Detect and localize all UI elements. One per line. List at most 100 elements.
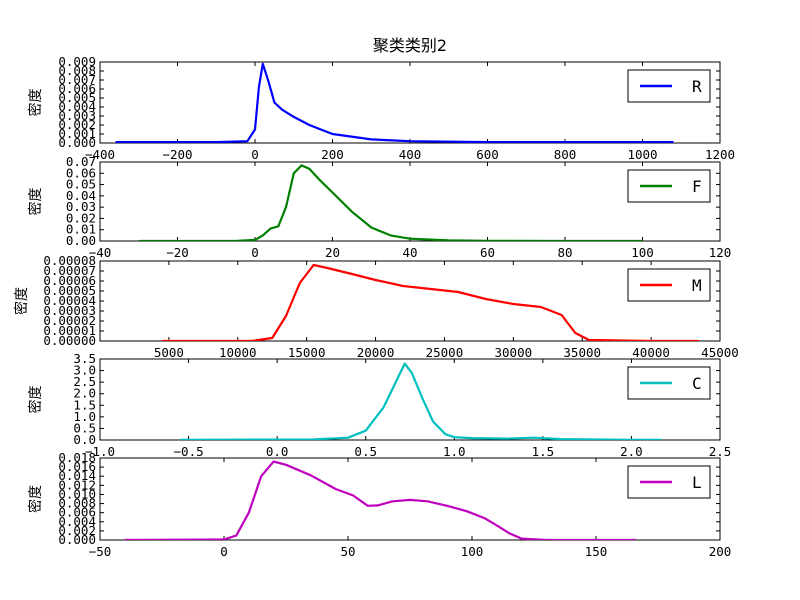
y-tick-label: 0.01: [66, 222, 96, 237]
x-tick-label: 60: [480, 245, 495, 260]
x-tick-label: 0: [251, 245, 259, 260]
x-tick-label: 2.0: [620, 444, 643, 459]
x-tick-label: 10000: [219, 345, 257, 360]
y-tick-label: 0.012: [58, 477, 96, 492]
x-tick-label: −0.5: [174, 444, 204, 459]
x-tick-label: 20: [325, 245, 340, 260]
y-axis-label: 密度: [27, 188, 44, 216]
x-tick-label: 1000: [627, 147, 657, 162]
y-tick-label: 0.014: [58, 468, 96, 483]
x-tick-label: 0.5: [354, 444, 377, 459]
legend-label: C: [692, 374, 702, 393]
legend-label: R: [692, 77, 702, 96]
x-tick-label: −50: [89, 544, 112, 559]
x-tick-label: −40: [89, 245, 112, 260]
y-tick-label: 0.00005: [43, 283, 96, 298]
x-tick-label: 50: [340, 544, 355, 559]
axes-frame: [99, 457, 721, 541]
x-tick-label: −1.0: [85, 444, 115, 459]
y-tick-label: 0.005: [58, 90, 96, 105]
y-tick-label: 0.010: [58, 486, 96, 501]
y-tick-label: 0.05: [66, 177, 96, 192]
legend: R: [627, 69, 711, 103]
x-tick-label: 120: [709, 245, 732, 260]
y-tick-label: 0.007: [58, 72, 96, 87]
y-tick-label: 0.00: [66, 233, 96, 248]
y-tick-label: 0.5: [73, 420, 96, 435]
subplot-R: −400 −200 0 200 400 600 800 1000 12000.0000.0010…: [27, 54, 735, 162]
subplot-L: −50 0 50 100 150 200 0.0000.0020.0040.0060.008…: [27, 450, 731, 559]
chart-title: 聚类类别2: [373, 36, 447, 55]
x-tick-label: −400: [85, 147, 115, 162]
y-tick-label: 0.00007: [43, 263, 96, 278]
x-tick-label: 5000: [154, 345, 184, 360]
y-tick-label: 0.002: [58, 117, 96, 132]
axes-frame: [99, 161, 721, 242]
y-tick-label: 0.000: [58, 532, 96, 547]
y-tick-label: 0.002: [58, 523, 96, 538]
legend: L: [627, 465, 711, 499]
x-tick-label: 1.0: [443, 444, 466, 459]
y-tick-label: 0.02: [66, 210, 96, 225]
legend: C: [627, 366, 711, 400]
x-tick-label: 800: [554, 147, 577, 162]
x-tick-label: 400: [399, 147, 422, 162]
axes-frame: [99, 61, 721, 144]
series-line-C: [179, 362, 662, 440]
y-tick-label: 0.018: [58, 450, 96, 465]
y-tick-label: 0.008: [58, 496, 96, 511]
legend: M: [627, 268, 711, 302]
x-tick-label: 40000: [632, 345, 670, 360]
y-tick-label: 0.004: [58, 99, 96, 114]
y-tick-label: 0.009: [58, 54, 96, 69]
legend: F: [627, 169, 711, 203]
y-tick-label: 0.016: [58, 459, 96, 474]
x-tick-label: 0: [251, 147, 259, 162]
y-axis-label: 密度: [27, 485, 44, 513]
y-tick-label: 3.0: [73, 363, 96, 378]
y-tick-label: 1.0: [73, 409, 96, 424]
y-tick-label: 0.006: [58, 505, 96, 520]
y-tick-label: 0.04: [66, 188, 96, 203]
y-axis-label: 密度: [13, 287, 30, 315]
x-tick-label: 15000: [288, 345, 326, 360]
y-tick-label: 0.00003: [43, 303, 96, 318]
x-tick-label: 80: [557, 245, 572, 260]
x-tick-label: 0.0: [266, 444, 289, 459]
y-tick-label: 2.5: [73, 374, 96, 389]
y-tick-label: 0.00008: [43, 253, 96, 268]
y-tick-label: 0.03: [66, 199, 96, 214]
x-tick-label: −200: [162, 147, 192, 162]
x-tick-label: 200: [321, 147, 344, 162]
y-tick-label: 3.5: [73, 351, 96, 366]
y-tick-label: 0.008: [58, 63, 96, 78]
series-line-R: [115, 62, 674, 143]
x-tick-label: 25000: [426, 345, 464, 360]
subplot-M: 5000 10000 15000 20000 25000 30000 35000 40000 4…: [13, 253, 739, 360]
y-tick-label: 0.00001: [43, 323, 96, 338]
x-tick-label: 1200: [705, 147, 735, 162]
y-tick-label: 0.07: [66, 154, 96, 169]
series-line-L: [124, 460, 636, 540]
x-tick-label: 100: [461, 544, 484, 559]
y-tick-label: 0.00004: [43, 293, 96, 308]
y-tick-label: 0.06: [66, 165, 96, 180]
x-tick-label: 35000: [563, 345, 601, 360]
legend-label: M: [692, 276, 702, 295]
y-tick-label: 2.0: [73, 386, 96, 401]
subplot-C: −1.0 −0.5 0.0 0.5 1.0 1.5 2.0 2.50.00.51.01.52.…: [27, 351, 731, 459]
x-tick-label: 600: [476, 147, 499, 162]
x-tick-label: 40: [402, 245, 417, 260]
subplot-F: −40 −20 0 20 40 60 80 100 1200.000.010.020.030.0…: [27, 154, 731, 260]
axes-frame: [99, 260, 721, 342]
y-tick-label: 0.001: [58, 126, 96, 141]
series-line-F: [138, 164, 643, 241]
x-tick-label: 30000: [495, 345, 533, 360]
x-tick-label: 45000: [701, 345, 739, 360]
y-tick-label: 0.00002: [43, 313, 96, 328]
legend-label: L: [692, 473, 702, 492]
series-line-M: [162, 263, 700, 341]
x-tick-label: 20000: [357, 345, 395, 360]
x-tick-label: −20: [166, 245, 189, 260]
